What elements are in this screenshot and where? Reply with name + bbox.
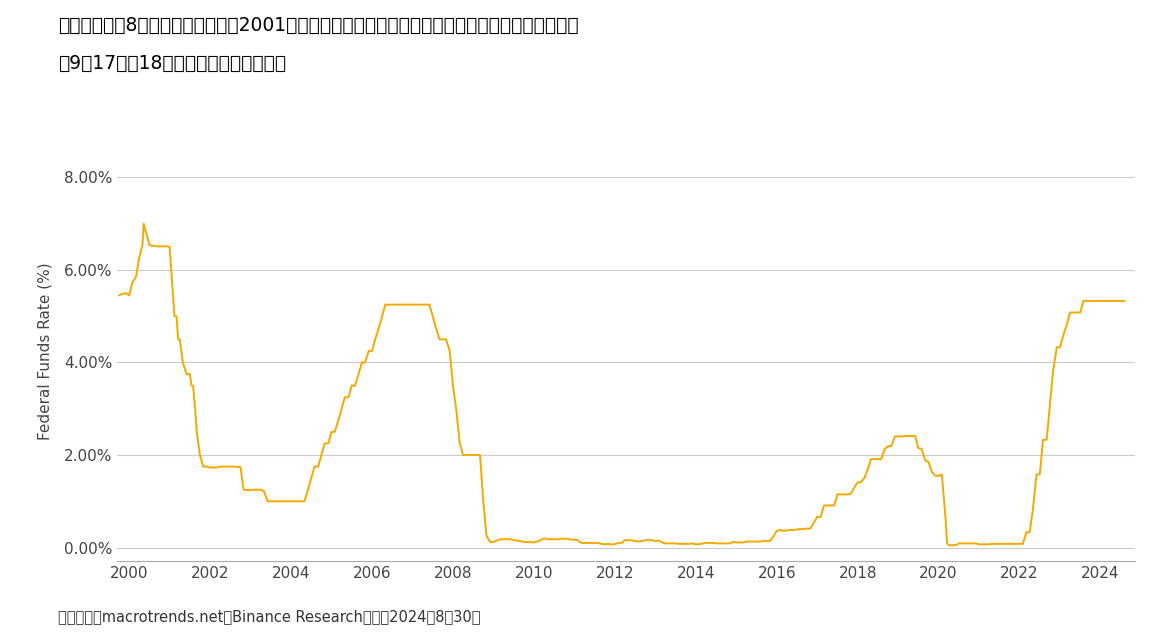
Text: 在9月17日至18日的下一次会议上降息。: 在9月17日至18日的下一次会议上降息。 (58, 54, 287, 73)
Text: 图二：在连续8次会议将利率维持在2001年以来的最高水平后，所有人都认为联邦公开市场委员会将: 图二：在连续8次会议将利率维持在2001年以来的最高水平后，所有人都认为联邦公开… (58, 16, 579, 35)
Y-axis label: Federal Funds Rate (%): Federal Funds Rate (%) (37, 262, 53, 440)
Text: 资料来源：macrotrends.net，Binance Research，截至2024年8月30日: 资料来源：macrotrends.net，Binance Research，截至… (58, 609, 481, 624)
